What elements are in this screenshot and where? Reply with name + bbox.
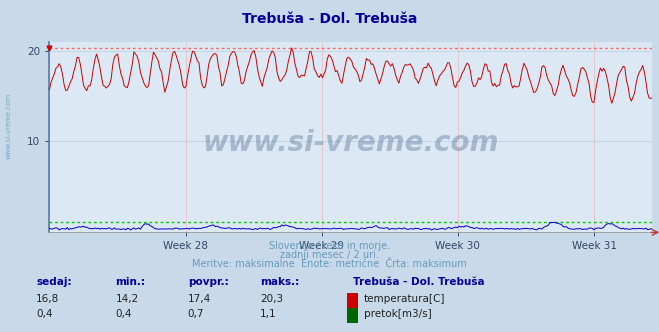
- Text: Meritve: maksimalne  Enote: metrične  Črta: maksimum: Meritve: maksimalne Enote: metrične Črta…: [192, 259, 467, 269]
- Text: 17,4: 17,4: [188, 294, 211, 304]
- Text: 20,3: 20,3: [260, 294, 283, 304]
- Text: Trebuša - Dol. Trebuša: Trebuša - Dol. Trebuša: [353, 277, 484, 287]
- Text: 16,8: 16,8: [36, 294, 59, 304]
- Text: 0,4: 0,4: [115, 309, 132, 319]
- Text: 1,1: 1,1: [260, 309, 277, 319]
- Text: temperatura[C]: temperatura[C]: [364, 294, 445, 304]
- Text: 14,2: 14,2: [115, 294, 138, 304]
- Text: Slovenija / reke in morje.: Slovenija / reke in morje.: [269, 241, 390, 251]
- Text: pretok[m3/s]: pretok[m3/s]: [364, 309, 432, 319]
- Text: 0,7: 0,7: [188, 309, 204, 319]
- Text: Trebuša - Dol. Trebuša: Trebuša - Dol. Trebuša: [242, 12, 417, 26]
- Text: maks.:: maks.:: [260, 277, 300, 287]
- Text: www.si-vreme.com: www.si-vreme.com: [5, 93, 11, 159]
- Text: min.:: min.:: [115, 277, 146, 287]
- Text: www.si-vreme.com: www.si-vreme.com: [203, 129, 499, 157]
- Text: sedaj:: sedaj:: [36, 277, 72, 287]
- Text: povpr.:: povpr.:: [188, 277, 229, 287]
- Text: zadnji mesec / 2 uri.: zadnji mesec / 2 uri.: [280, 250, 379, 260]
- Text: 0,4: 0,4: [36, 309, 53, 319]
